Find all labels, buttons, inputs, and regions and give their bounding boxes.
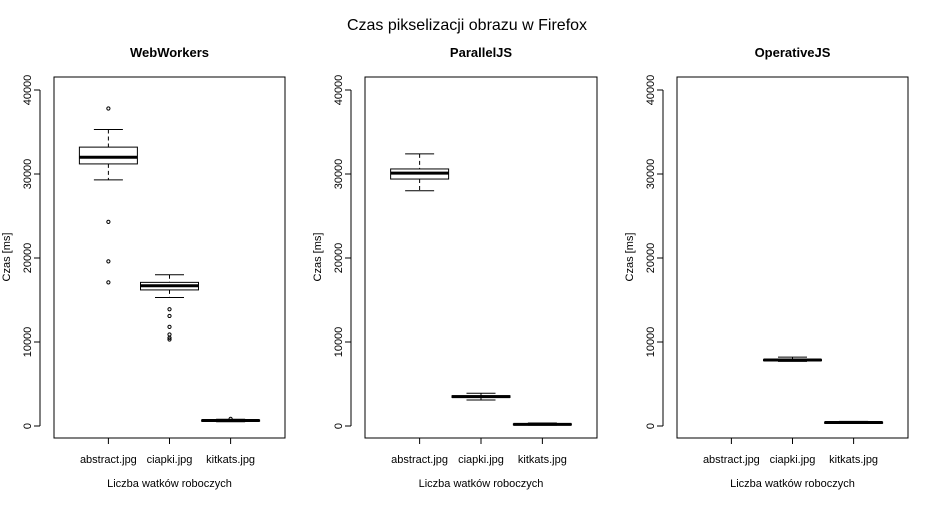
- y-tick-label: 30000: [333, 159, 345, 190]
- y-tick-label: 30000: [645, 159, 657, 190]
- y-axis-label: Czas [ms]: [624, 233, 636, 282]
- plot-frame: [53, 76, 286, 439]
- y-tick-label: 30000: [22, 159, 34, 190]
- outlier-point: [106, 259, 111, 264]
- y-tick-label: 0: [333, 423, 345, 429]
- chart-title: Czas pikselizacji obrazu w Firefox: [347, 17, 587, 34]
- outlier-point: [167, 332, 172, 337]
- outlier-point: [106, 280, 111, 285]
- y-tick-label: 0: [645, 423, 657, 429]
- y-axis-label: Czas [ms]: [1, 233, 13, 282]
- outlier-point: [106, 219, 111, 224]
- x-tick-label: kitkats.jpg: [518, 454, 567, 466]
- y-tick-label: 20000: [22, 243, 34, 274]
- outlier-point: [167, 335, 172, 340]
- y-axis-label: Czas [ms]: [312, 233, 324, 282]
- x-tick-label: kitkats.jpg: [206, 454, 255, 466]
- x-axis-label: Liczba watków roboczych: [419, 478, 544, 490]
- panel-title: ParallelJS: [450, 45, 512, 60]
- plot-frame: [364, 76, 598, 439]
- y-tick-label: 20000: [333, 243, 345, 274]
- box: [78, 146, 138, 165]
- panel-title: OperativeJS: [755, 45, 831, 60]
- y-tick-label: 20000: [645, 243, 657, 274]
- outlier-point: [228, 416, 233, 421]
- x-axis-label: Liczba watków roboczych: [730, 478, 855, 490]
- x-tick-label: abstract.jpg: [703, 454, 760, 466]
- x-tick-label: ciapki.jpg: [770, 454, 816, 466]
- x-tick-label: ciapki.jpg: [147, 454, 193, 466]
- y-tick-label: 40000: [22, 75, 34, 106]
- y-tick-label: 40000: [645, 75, 657, 106]
- panel-title: WebWorkers: [130, 45, 209, 60]
- outlier-point: [106, 106, 111, 111]
- plot-frame: [676, 76, 909, 439]
- x-tick-label: abstract.jpg: [391, 454, 448, 466]
- y-tick-label: 10000: [22, 327, 34, 358]
- outlier-point: [167, 307, 172, 312]
- y-tick-label: 0: [22, 423, 34, 429]
- outlier-point: [167, 324, 172, 329]
- outlier-point: [167, 313, 172, 319]
- y-tick-label: 40000: [333, 75, 345, 106]
- x-tick-label: abstract.jpg: [80, 454, 137, 466]
- y-tick-label: 10000: [333, 327, 345, 358]
- x-tick-label: ciapki.jpg: [458, 454, 504, 466]
- outlier-point: [167, 337, 172, 342]
- y-tick-label: 10000: [645, 327, 657, 358]
- x-axis-label: Liczba watków roboczych: [107, 478, 232, 490]
- x-tick-label: kitkats.jpg: [829, 454, 878, 466]
